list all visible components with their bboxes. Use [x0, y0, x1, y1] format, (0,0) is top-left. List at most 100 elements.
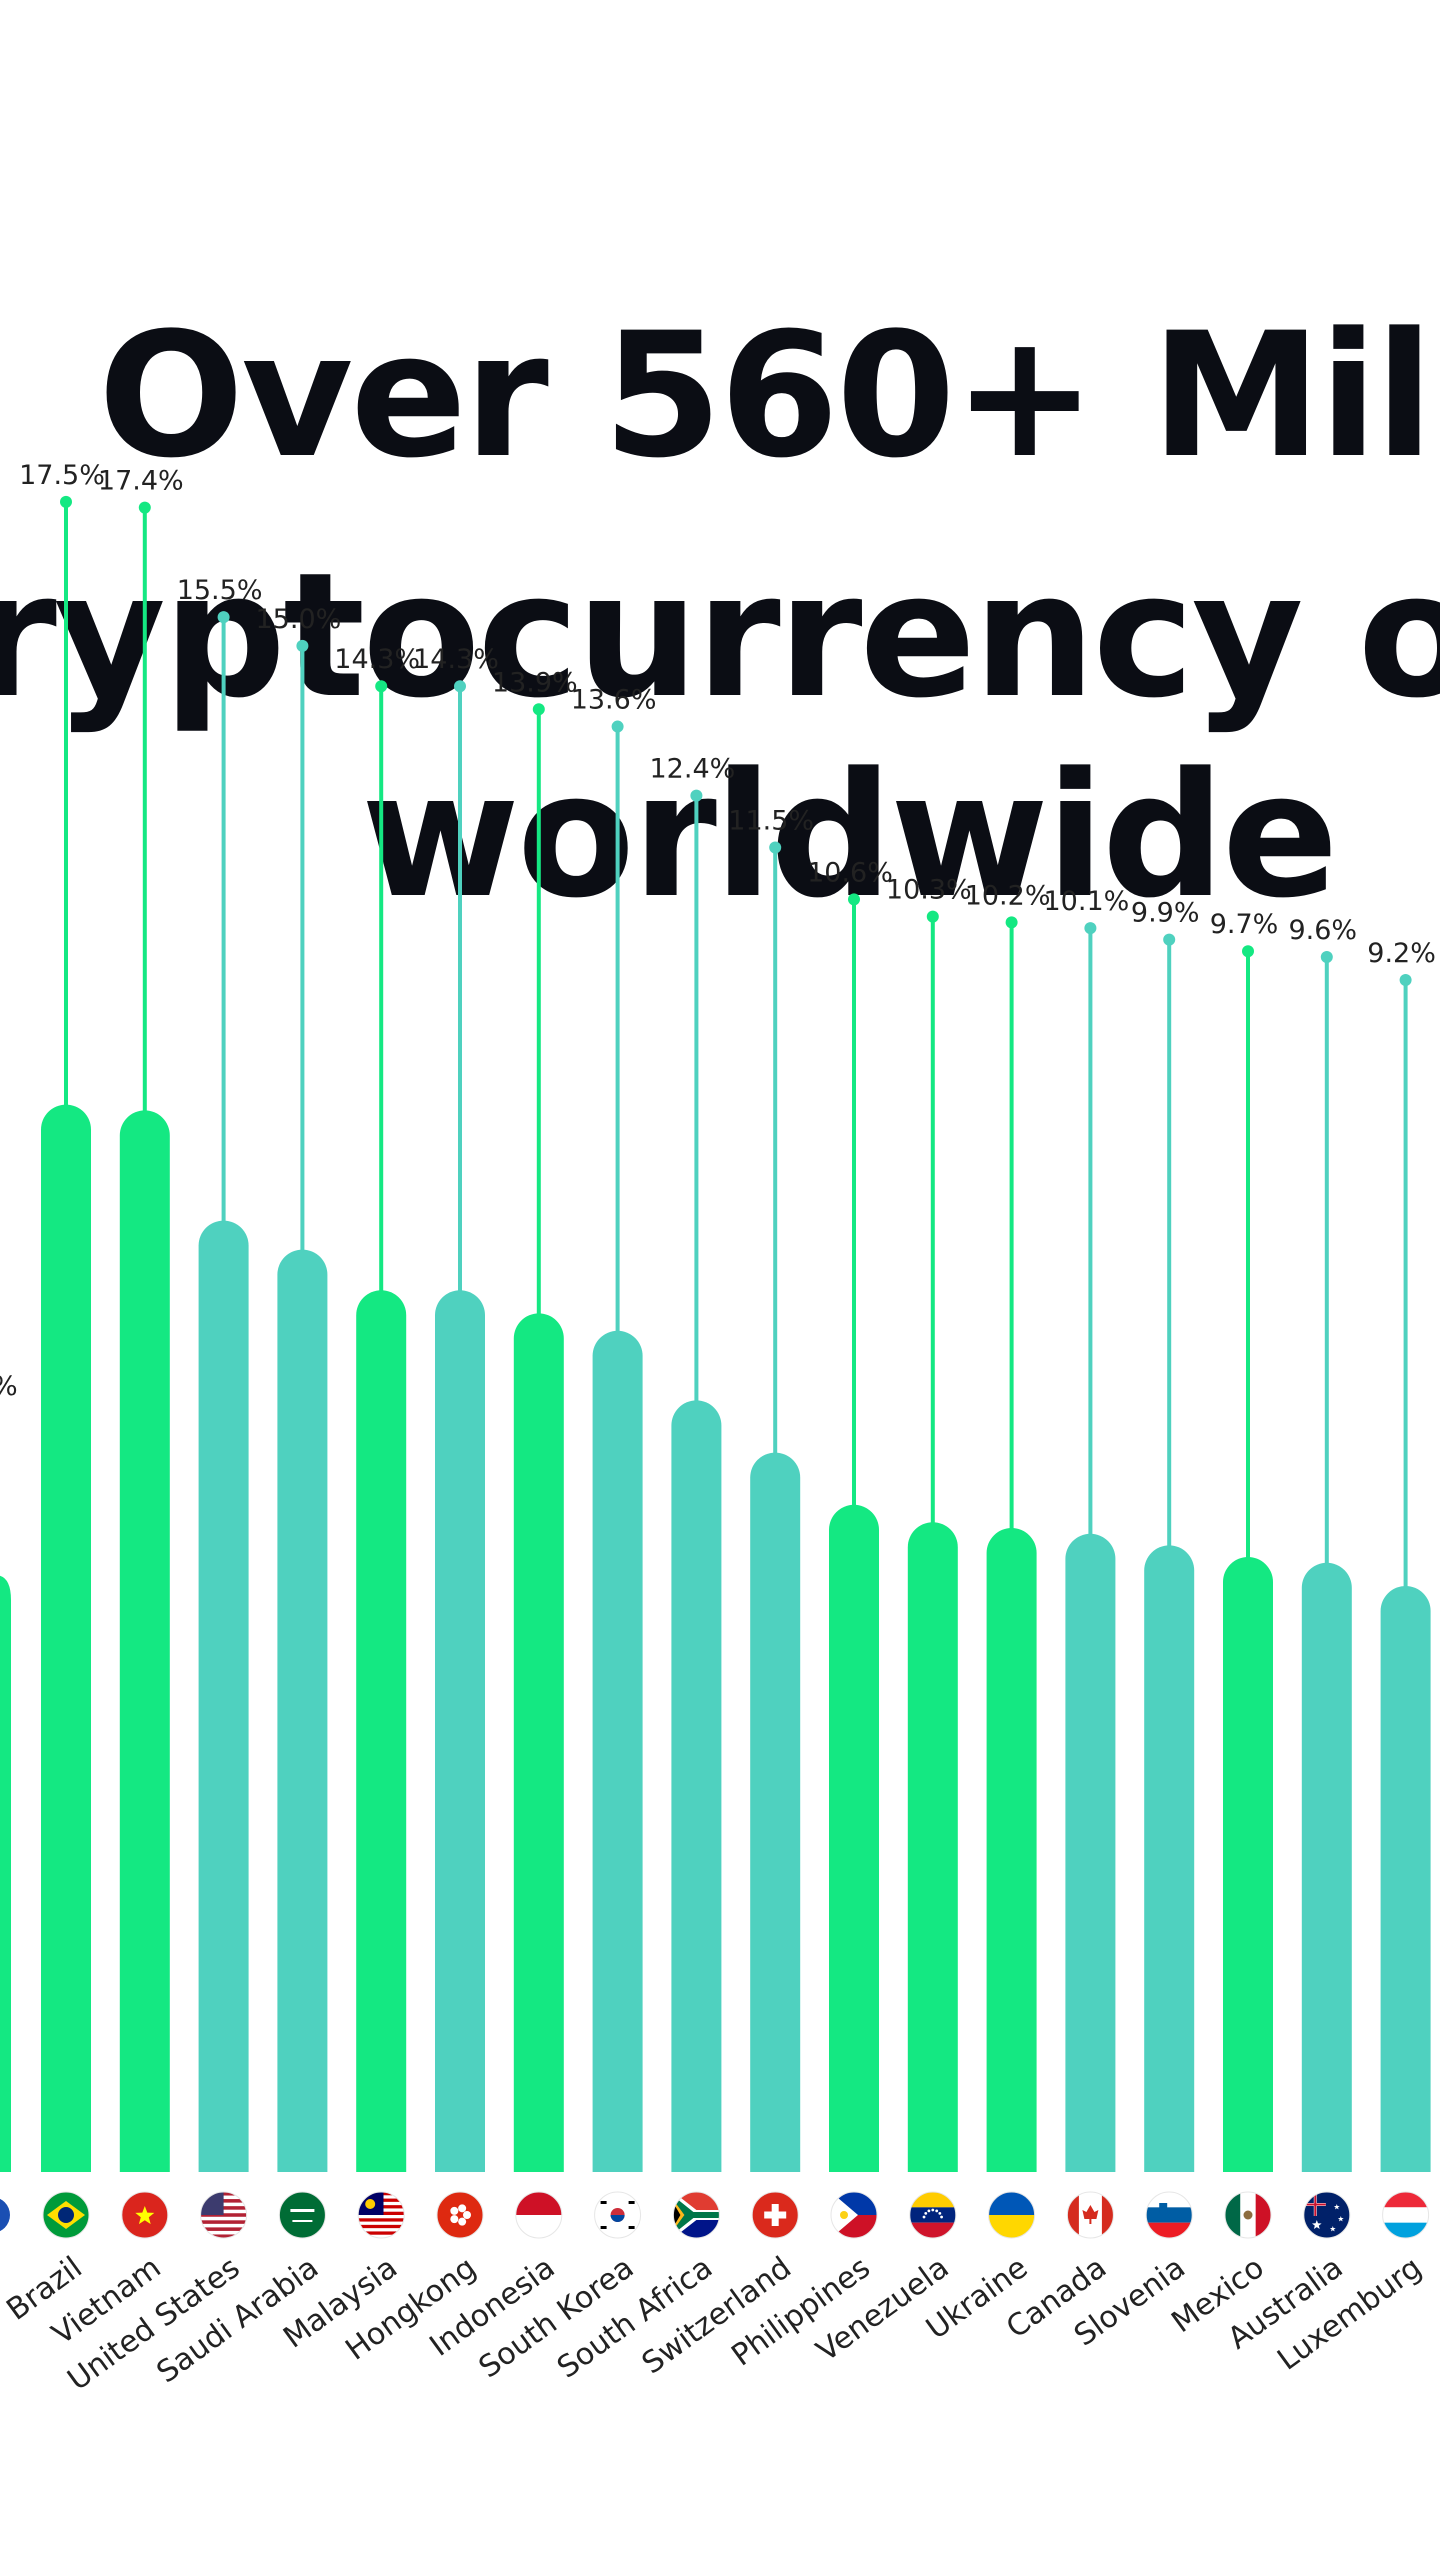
- bar-stem-dot-mexico: [1242, 945, 1254, 958]
- headline-line-3: worldwide: [361, 735, 1339, 936]
- philippines-flag-icon: [831, 2192, 877, 2238]
- philippines-flag-icon-rim: [830, 2191, 878, 2239]
- value-label-luxemburg: 9.2%: [1367, 938, 1436, 969]
- value-label-south-korea: 13.6%: [571, 685, 657, 716]
- value-label-saudi-arabia: 15.0%: [256, 604, 342, 635]
- value-label-canada: 10.1%: [1044, 886, 1130, 917]
- flag-partial-icon: [0, 2198, 10, 2232]
- brazil-flag-icon-rim: [42, 2191, 90, 2239]
- bar-saudi-arabia: [277, 1249, 328, 2172]
- bar-group-switzerland: 11.5%Switzerland: [636, 806, 814, 2382]
- vietnam-flag-icon-rim: [121, 2191, 169, 2239]
- bar-malaysia: [356, 1290, 407, 2172]
- bar-stem-dot-united-states: [217, 611, 230, 624]
- bar-stem-dot-slovenia: [1163, 933, 1176, 946]
- bar-brazil: [41, 1104, 91, 2172]
- value-label-ukraine: 10.2%: [965, 880, 1051, 911]
- switzerland-flag-icon: [752, 2192, 799, 2238]
- bar-ukraine: [986, 1528, 1037, 2172]
- bar-stem-dot-vietnam: [138, 501, 151, 514]
- south-africa-flag-icon: [673, 2192, 720, 2238]
- bar-slovenia: [1144, 1545, 1195, 2172]
- bar-group-slovenia: 9.9%Slovenia: [1068, 898, 1199, 2354]
- bar-stem-dot-south-korea: [611, 720, 624, 733]
- venezuela-flag-icon-rim: [909, 2191, 957, 2239]
- bar-group-luxemburg: 9.2%Luxemburg: [1271, 938, 1436, 2378]
- south-korea-flag-icon: [594, 2192, 641, 2238]
- bar-stem-dot-brazil: [60, 495, 72, 508]
- ukraine-flag-icon-rim: [988, 2191, 1036, 2239]
- canada-flag-icon-rim: [1066, 2191, 1114, 2239]
- united-states-flag-icon-rim: [200, 2191, 248, 2239]
- bar-stem-dot-ukraine: [1005, 916, 1018, 929]
- bar-stem-dot-malaysia: [375, 680, 388, 693]
- mexico-flag-icon-rim: [1224, 2191, 1272, 2239]
- south-korea-flag-icon-rim: [594, 2191, 642, 2239]
- bar-australia: [1301, 1562, 1352, 2172]
- bar-south-africa: [671, 1400, 722, 2172]
- bar-stem-dot-south-africa: [690, 789, 703, 802]
- bar-stem-dot-venezuela: [926, 910, 939, 923]
- value-label-switzerland: 11.5%: [728, 806, 814, 837]
- brazil-flag-icon: [43, 2192, 89, 2238]
- slovenia-flag-icon: [1146, 2192, 1193, 2238]
- australia-flag-icon: [1303, 2192, 1350, 2238]
- bar-philippines: [829, 1504, 879, 2172]
- bar-stem-dot-indonesia: [532, 703, 545, 716]
- canada-flag-icon: [1067, 2192, 1114, 2238]
- hongkong-flag-icon-rim: [436, 2191, 484, 2239]
- bar-south-korea: [592, 1330, 643, 2172]
- bar-mexico: [1223, 1557, 1273, 2172]
- bar-stem-dot-luxemburg: [1399, 974, 1412, 986]
- malaysia-flag-icon: [358, 2192, 405, 2238]
- australia-flag-icon-rim: [1303, 2191, 1351, 2239]
- value-label-indonesia: 13.9%: [492, 667, 578, 698]
- bar-group-south-korea: 13.6%South Korea: [473, 685, 657, 2386]
- slovenia-flag-icon-rim: [1145, 2191, 1193, 2239]
- value-label-philippines: 10.6%: [807, 857, 893, 888]
- bar-stem-dot-hongkong: [454, 680, 466, 693]
- value-label-brazil: 17.5%: [19, 460, 105, 491]
- value-label-malaysia: 14.3%: [334, 644, 420, 675]
- switzerland-flag-icon-rim: [751, 2191, 799, 2239]
- headline-line-2: ryptocurrency ow: [0, 535, 1440, 736]
- vietnam-flag-icon: [121, 2192, 168, 2238]
- value-label-south-africa: 12.4%: [650, 754, 736, 785]
- saudi-arabia-flag-icon-rim: [278, 2191, 326, 2239]
- bar-stem-dot-australia: [1320, 950, 1333, 963]
- headline-line-1: Over 560+ Millio: [98, 295, 1440, 496]
- bar-united-states: [198, 1220, 249, 2172]
- bar-stem-dot-canada: [1084, 922, 1097, 935]
- bar-hongkong: [435, 1290, 485, 2172]
- venezuela-flag-icon: [909, 2192, 956, 2238]
- indonesia-flag-icon: [515, 2192, 562, 2238]
- mexico-flag-icon: [1225, 2192, 1271, 2238]
- bar-stem-dot-philippines: [848, 893, 860, 906]
- bar-group-south-africa: 12.4%South Africa: [551, 754, 735, 2386]
- luxemburg-flag-icon: [1382, 2192, 1429, 2238]
- headline: Over 560+ Millio ryptocurrency ow worldw…: [0, 290, 1440, 990]
- hongkong-flag-icon: [437, 2192, 483, 2238]
- value-label-united-states: 15.5%: [177, 575, 263, 606]
- united-states-flag-icon: [200, 2192, 247, 2238]
- value-label-venezuela: 10.3%: [886, 875, 972, 906]
- luxemburg-flag-icon-rim: [1382, 2191, 1430, 2239]
- bar-stem-dot-switzerland: [769, 841, 782, 854]
- ukraine-flag-icon: [988, 2192, 1035, 2238]
- value-label-partial: %: [0, 1371, 18, 1402]
- value-label-hongkong: 14.3%: [413, 644, 499, 675]
- bar-group-brazil: 17.5%Brazil: [0, 460, 104, 2328]
- bar-stem-dot-saudi-arabia: [296, 639, 309, 652]
- south-africa-flag-icon-rim: [672, 2191, 720, 2239]
- bar-venezuela: [907, 1522, 958, 2172]
- bar-indonesia: [513, 1313, 564, 2172]
- bar-switzerland: [750, 1452, 801, 2172]
- malaysia-flag-icon-rim: [357, 2191, 405, 2239]
- saudi-arabia-flag-icon: [279, 2192, 326, 2238]
- value-label-slovenia: 9.9%: [1131, 898, 1200, 929]
- bar-canada: [1065, 1533, 1116, 2172]
- value-label-vietnam: 17.4%: [98, 466, 184, 497]
- value-label-australia: 9.6%: [1288, 915, 1357, 946]
- bar-luxemburg: [1380, 1585, 1431, 2172]
